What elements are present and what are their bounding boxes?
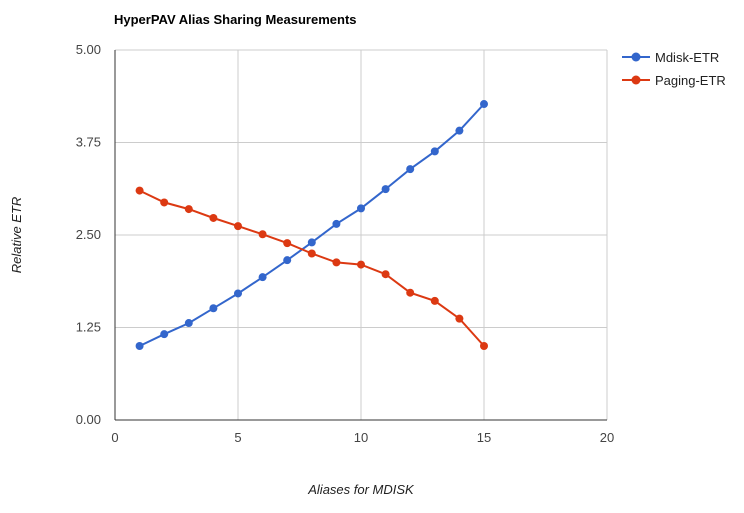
data-point[interactable] [332, 258, 341, 267]
data-point[interactable] [480, 342, 488, 350]
series-line [139, 103, 485, 347]
data-point[interactable] [406, 288, 415, 297]
data-point[interactable] [455, 314, 464, 323]
data-point[interactable] [307, 249, 316, 258]
data-point[interactable] [283, 239, 292, 248]
x-tick-label: 5 [234, 430, 241, 445]
x-tick-label: 0 [111, 430, 118, 445]
chart-title: HyperPAV Alias Sharing Measurements [114, 12, 357, 27]
series-paging-etr [135, 186, 488, 350]
series-lines [135, 100, 488, 350]
data-point[interactable] [283, 256, 292, 265]
data-point[interactable] [258, 230, 267, 239]
data-point[interactable] [184, 205, 193, 214]
legend: Mdisk-ETR Paging-ETR [622, 50, 726, 88]
data-point[interactable] [234, 289, 242, 298]
series-mdisk-etr [135, 100, 488, 350]
y-tick-label: 0.00 [76, 412, 101, 427]
x-axis-title: Aliases for MDISK [307, 482, 415, 497]
tick-labels: 0.00 1.25 2.50 3.75 5.00 0 5 10 15 20 [76, 42, 615, 445]
legend-item[interactable]: Mdisk-ETR [622, 50, 719, 65]
data-point[interactable] [430, 147, 439, 156]
legend-label: Paging-ETR [655, 73, 726, 88]
y-axis-title: Relative ETR [9, 197, 24, 274]
data-point[interactable] [480, 100, 488, 109]
x-tick-label: 20 [600, 430, 614, 445]
y-tick-label: 3.75 [76, 135, 101, 150]
grid-lines [115, 49, 608, 420]
legend-label: Mdisk-ETR [655, 50, 719, 65]
data-point[interactable] [332, 219, 341, 228]
axes [114, 50, 607, 421]
legend-swatch-marker [631, 75, 641, 85]
y-tick-label: 1.25 [76, 320, 101, 335]
data-point[interactable] [381, 270, 390, 279]
data-point[interactable] [258, 273, 267, 282]
data-point[interactable] [381, 185, 390, 194]
data-point[interactable] [209, 213, 218, 222]
x-tick-label: 15 [477, 430, 491, 445]
data-point[interactable] [406, 165, 415, 174]
data-point[interactable] [135, 342, 144, 350]
y-tick-label: 5.00 [76, 42, 101, 57]
data-point[interactable] [234, 222, 242, 231]
data-point[interactable] [357, 260, 365, 269]
data-point[interactable] [209, 304, 218, 313]
legend-swatch-marker [631, 52, 641, 62]
y-tick-label: 2.50 [76, 227, 101, 242]
data-point[interactable] [135, 186, 144, 195]
data-point[interactable] [455, 126, 464, 135]
data-point[interactable] [184, 319, 193, 328]
data-point[interactable] [160, 198, 169, 207]
data-point[interactable] [160, 330, 169, 339]
x-tick-label: 10 [354, 430, 368, 445]
data-point[interactable] [307, 238, 316, 247]
legend-item[interactable]: Paging-ETR [622, 73, 726, 88]
data-point[interactable] [430, 296, 439, 305]
data-point[interactable] [357, 204, 365, 213]
